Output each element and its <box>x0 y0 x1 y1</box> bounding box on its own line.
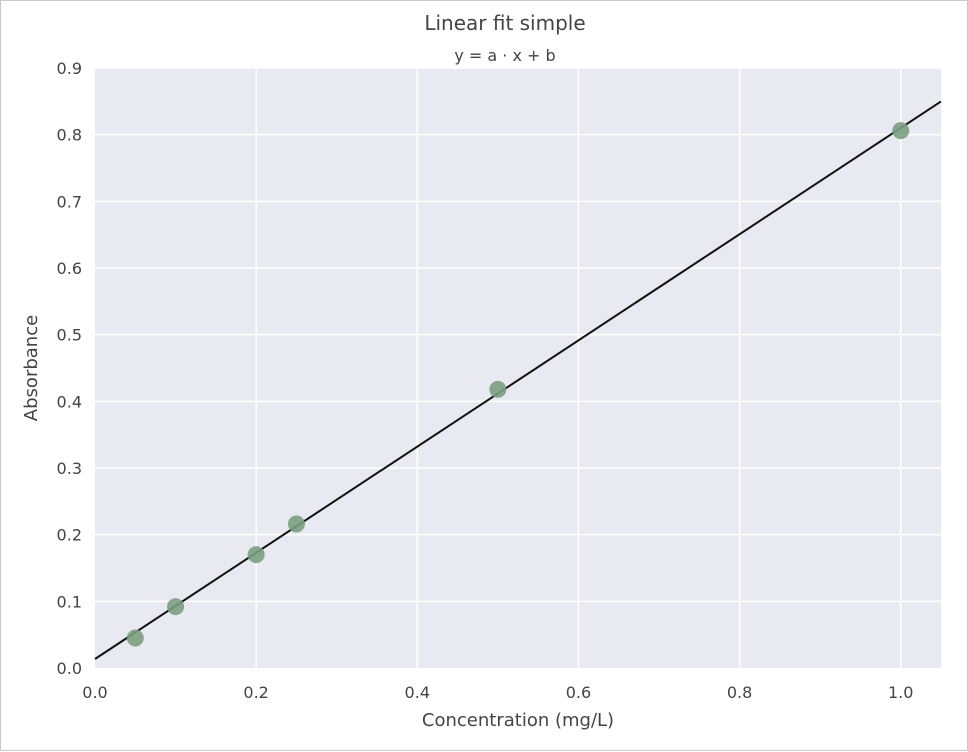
x-tick-labels: 0.0 0.2 0.4 0.6 0.8 1.0 <box>82 683 913 702</box>
data-points-layer <box>126 122 910 647</box>
x-tick-label: 0.6 <box>566 683 591 702</box>
data-point <box>247 546 265 564</box>
y-tick-labels: 0.0 0.1 0.2 0.3 0.4 0.5 0.6 0.7 0.8 0.9 <box>57 59 82 678</box>
x-tick-label: 1.0 <box>888 683 913 702</box>
y-tick-label: 0.0 <box>57 659 82 678</box>
data-point <box>287 515 305 533</box>
y-tick-label: 0.3 <box>57 459 82 478</box>
x-tick-label: 0.0 <box>82 683 107 702</box>
y-axis-label: Absorbance <box>21 315 42 421</box>
data-point <box>892 122 910 140</box>
chart-subtitle: y = a · x + b <box>454 46 555 65</box>
x-tick-label: 0.4 <box>405 683 430 702</box>
plot-area <box>95 68 941 668</box>
chart-title: Linear fit simple <box>424 11 585 35</box>
y-tick-label: 0.6 <box>57 259 82 278</box>
data-point <box>167 598 185 616</box>
x-axis-label: Concentration (mg/L) <box>422 710 614 731</box>
y-tick-label: 0.7 <box>57 192 82 211</box>
data-point <box>126 629 144 647</box>
y-tick-label: 0.2 <box>57 526 82 545</box>
fit-line <box>94 100 942 660</box>
y-tick-label: 0.5 <box>57 326 82 345</box>
y-tick-label: 0.1 <box>57 592 82 611</box>
data-point <box>489 380 507 398</box>
y-tick-label: 0.9 <box>57 59 82 78</box>
y-tick-label: 0.4 <box>57 392 82 411</box>
x-tick-label: 0.8 <box>727 683 752 702</box>
x-tick-label: 0.2 <box>243 683 268 702</box>
grid-lines <box>95 67 941 668</box>
fit-line-layer <box>94 100 942 660</box>
y-tick-label: 0.8 <box>57 126 82 145</box>
